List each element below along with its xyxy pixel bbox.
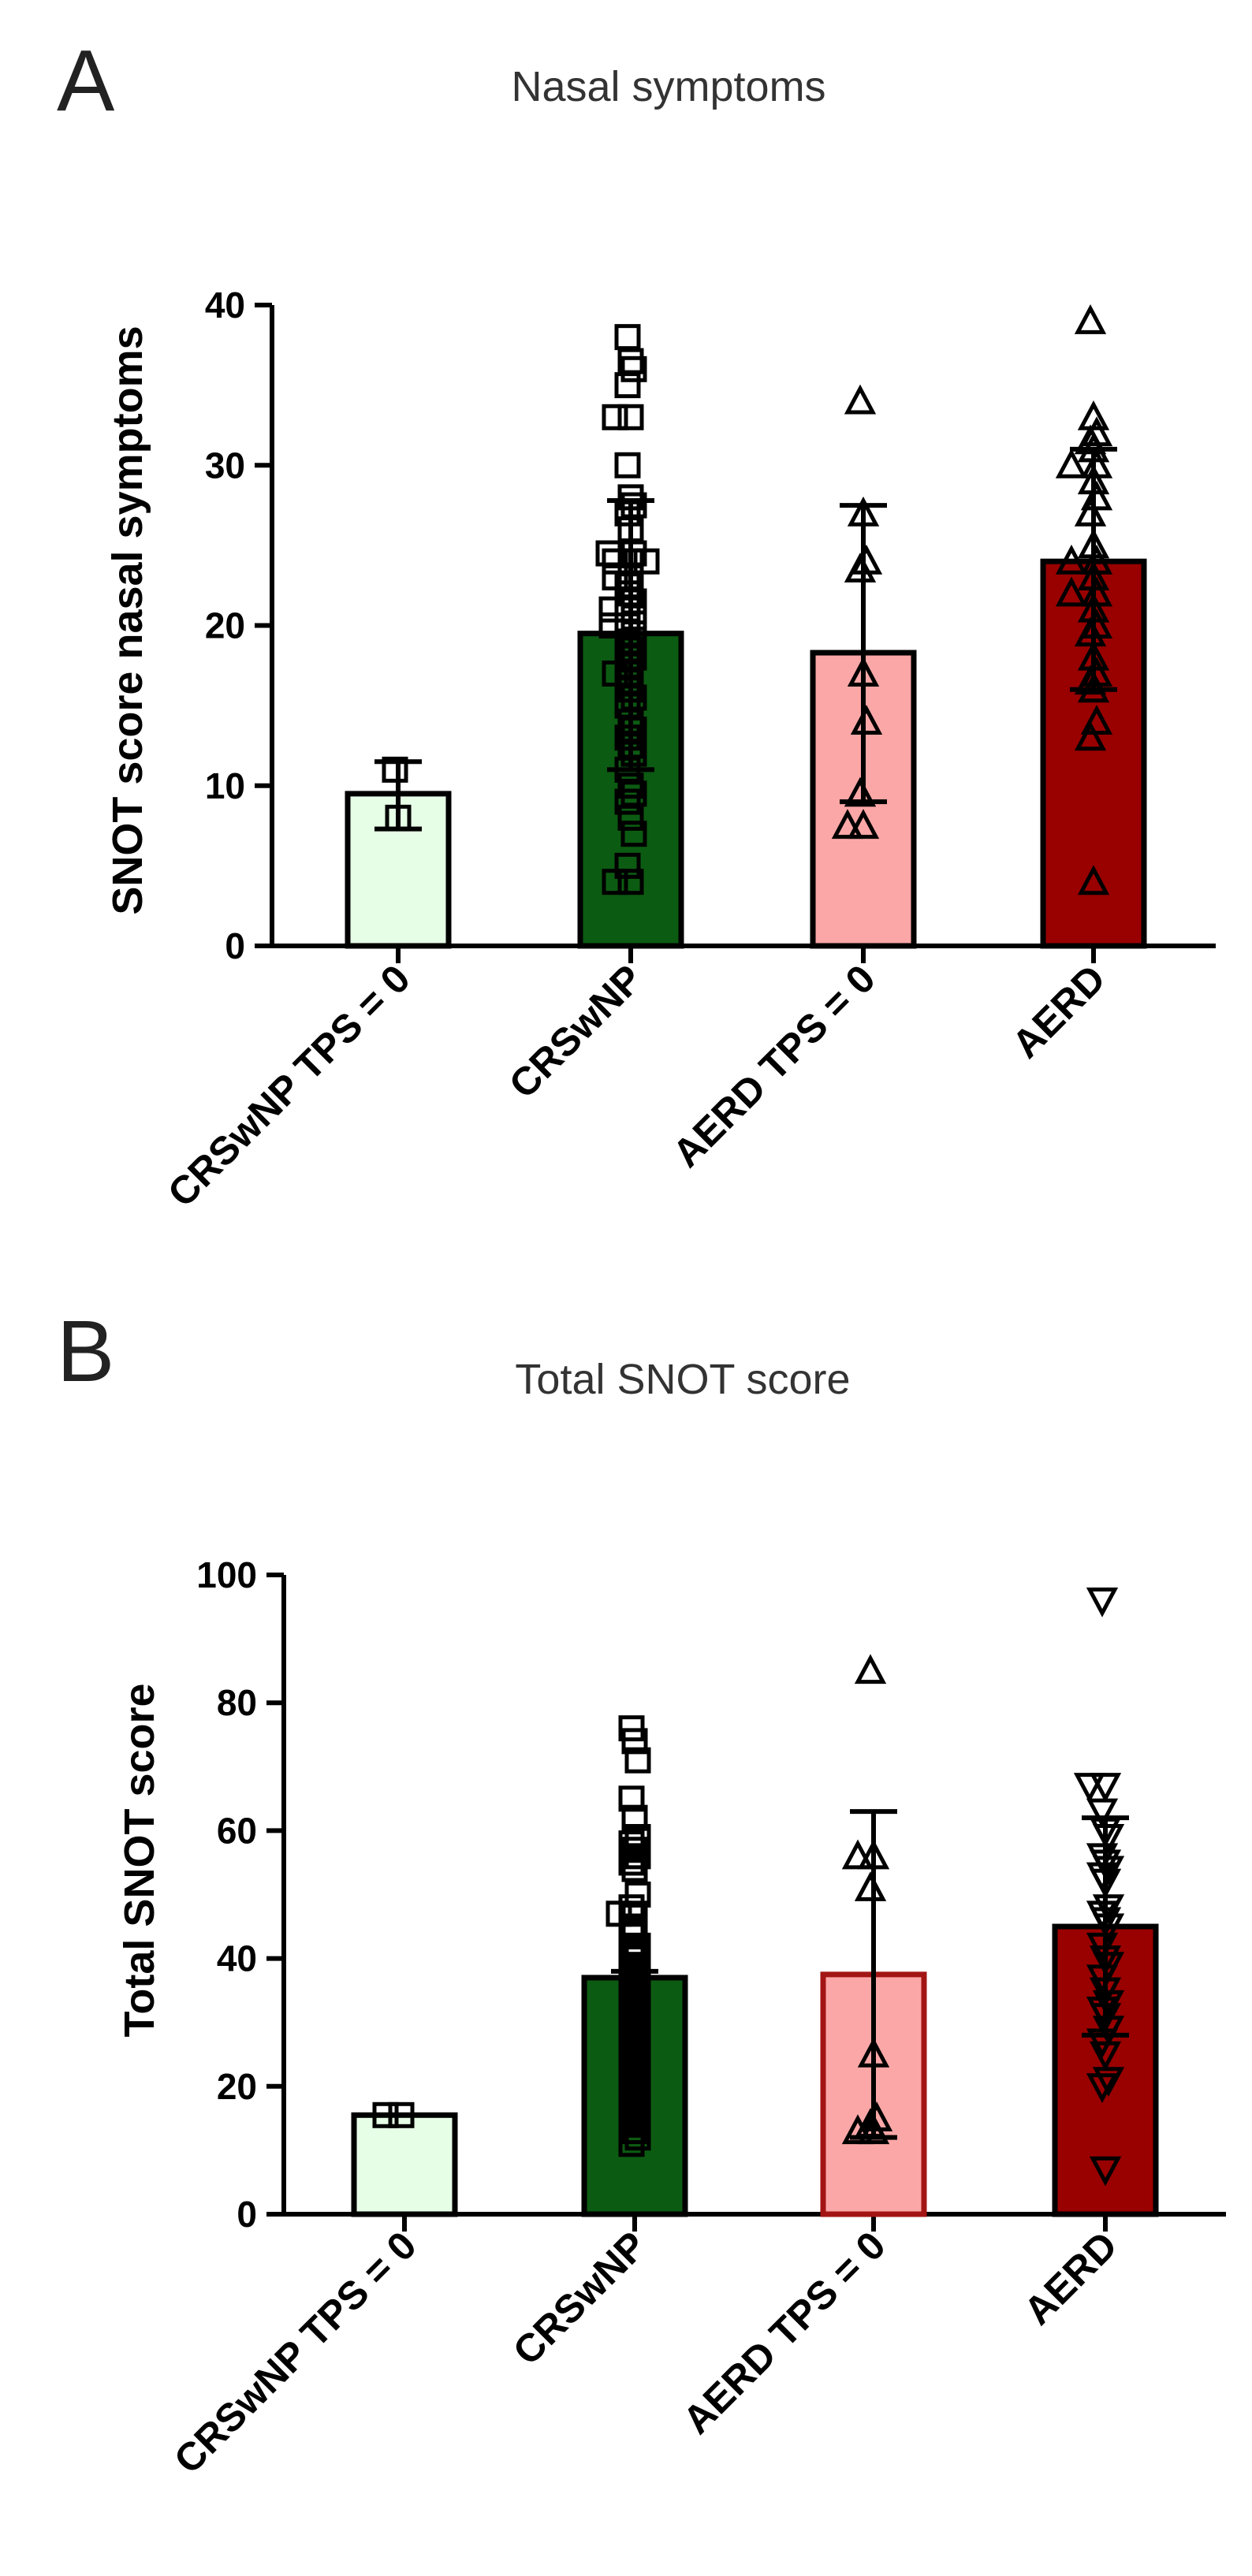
data-point bbox=[617, 869, 644, 895]
data-point bbox=[1086, 1587, 1119, 1617]
data-point bbox=[618, 1913, 645, 1940]
data-point bbox=[624, 1747, 651, 1774]
data-point bbox=[860, 2101, 893, 2131]
category-label: CRSwNP TPS = 0 bbox=[159, 956, 419, 1215]
data-point bbox=[1092, 2067, 1125, 2098]
data-point bbox=[617, 772, 644, 799]
y-tick-label: 30 bbox=[205, 445, 245, 486]
y-tick-label: 100 bbox=[196, 1554, 257, 1595]
data-point bbox=[850, 705, 883, 735]
data-point bbox=[1086, 1798, 1119, 1829]
data-point bbox=[621, 1728, 648, 1755]
y-tick-label: 20 bbox=[205, 605, 245, 646]
data-point bbox=[602, 404, 628, 430]
data-point bbox=[620, 821, 647, 847]
data-point bbox=[1077, 865, 1110, 895]
category-labels: CRSwNP TPS = 0 CRSwNP AERD TPS = 0 AERD bbox=[159, 956, 1114, 1215]
data-point bbox=[620, 604, 647, 631]
data-point bbox=[1073, 1773, 1106, 1803]
data-point bbox=[618, 1849, 645, 1876]
y-tick-label: 60 bbox=[217, 1810, 257, 1851]
data-point bbox=[618, 2131, 645, 2157]
data-point bbox=[847, 809, 880, 839]
chart-title: Total SNOT score bbox=[515, 1356, 850, 1403]
bar bbox=[351, 2112, 458, 2217]
data-point bbox=[1074, 304, 1107, 334]
data-point bbox=[831, 809, 864, 839]
data-point bbox=[1055, 448, 1088, 478]
data-point bbox=[841, 1839, 874, 1870]
data-point bbox=[618, 1785, 645, 1812]
y-tick-label: 0 bbox=[237, 2194, 257, 2235]
data-point bbox=[614, 724, 641, 751]
panel-letter-a: A bbox=[57, 32, 115, 129]
data-point bbox=[1074, 616, 1107, 647]
chart-title: Nasal symptoms bbox=[511, 63, 825, 110]
y-tick-label: 0 bbox=[225, 925, 245, 966]
data-point bbox=[1074, 496, 1107, 527]
panel-a: A Nasal symptoms SNOT score nasal sympto… bbox=[57, 32, 1216, 1215]
category-label: CRSwNP bbox=[501, 956, 651, 1107]
category-label: AERD bbox=[1004, 956, 1114, 1067]
plot-area: 0 10 20 30 40 bbox=[205, 285, 1216, 966]
plot-area: 0 20 40 60 80 100 bbox=[196, 1554, 1226, 2235]
data-point bbox=[388, 2101, 415, 2128]
y-tick-label: 20 bbox=[217, 2066, 257, 2107]
category-labels: CRSwNP TPS = 0 CRSwNP AERD TPS = 0 AERD bbox=[166, 2223, 1126, 2482]
data-point bbox=[844, 384, 877, 415]
data-point bbox=[602, 869, 628, 895]
data-point bbox=[1086, 2073, 1119, 2104]
data-point bbox=[382, 756, 408, 783]
data-point bbox=[372, 2101, 399, 2128]
y-axis-label: SNOT score nasal symptoms bbox=[104, 326, 151, 914]
y-tick-label: 80 bbox=[217, 1682, 257, 1723]
data-point bbox=[844, 776, 877, 807]
data-point bbox=[1080, 480, 1113, 511]
data-point bbox=[614, 372, 641, 399]
data-point bbox=[841, 2114, 874, 2145]
data-point bbox=[1055, 544, 1088, 575]
data-point bbox=[1055, 576, 1088, 607]
data-point bbox=[624, 2124, 651, 2151]
data-point bbox=[614, 788, 641, 815]
data-point bbox=[1089, 2041, 1122, 2072]
data-point bbox=[621, 1856, 648, 1882]
data-point bbox=[854, 1871, 887, 1901]
y-tick-label: 40 bbox=[205, 285, 245, 326]
category-label: AERD bbox=[1015, 2223, 1126, 2333]
category-label: CRSwNP bbox=[505, 2223, 655, 2373]
data-point bbox=[1089, 1773, 1122, 1803]
panel-b: B Total SNOT score Total SNOT score 0 20 4… bbox=[57, 1303, 1226, 2482]
data-point bbox=[617, 404, 644, 430]
data-point bbox=[1092, 1913, 1125, 1944]
data-point bbox=[1092, 1824, 1125, 1854]
data-point bbox=[857, 2114, 890, 2145]
category-label: AERD TPS = 0 bbox=[674, 2223, 893, 2442]
data-point bbox=[1080, 705, 1113, 735]
data-point bbox=[620, 356, 647, 382]
y-tick-label: 40 bbox=[217, 1938, 257, 1979]
data-point bbox=[595, 540, 622, 567]
category-label: AERD TPS = 0 bbox=[664, 956, 883, 1175]
y-tick-label: 10 bbox=[205, 765, 245, 806]
data-point bbox=[854, 1654, 887, 1684]
data-point bbox=[844, 553, 877, 583]
data-point bbox=[620, 740, 647, 767]
data-point bbox=[1089, 2156, 1122, 2187]
y-axis-label: Total SNOT score bbox=[116, 1683, 163, 2037]
panel-letter-b: B bbox=[57, 1303, 114, 1400]
data-point bbox=[614, 324, 641, 351]
data-point bbox=[617, 804, 644, 831]
data-point bbox=[633, 548, 660, 575]
category-label: CRSwNP TPS = 0 bbox=[166, 2223, 425, 2482]
data-point bbox=[1074, 720, 1107, 751]
data-point bbox=[614, 452, 641, 478]
data-point bbox=[621, 1804, 648, 1831]
